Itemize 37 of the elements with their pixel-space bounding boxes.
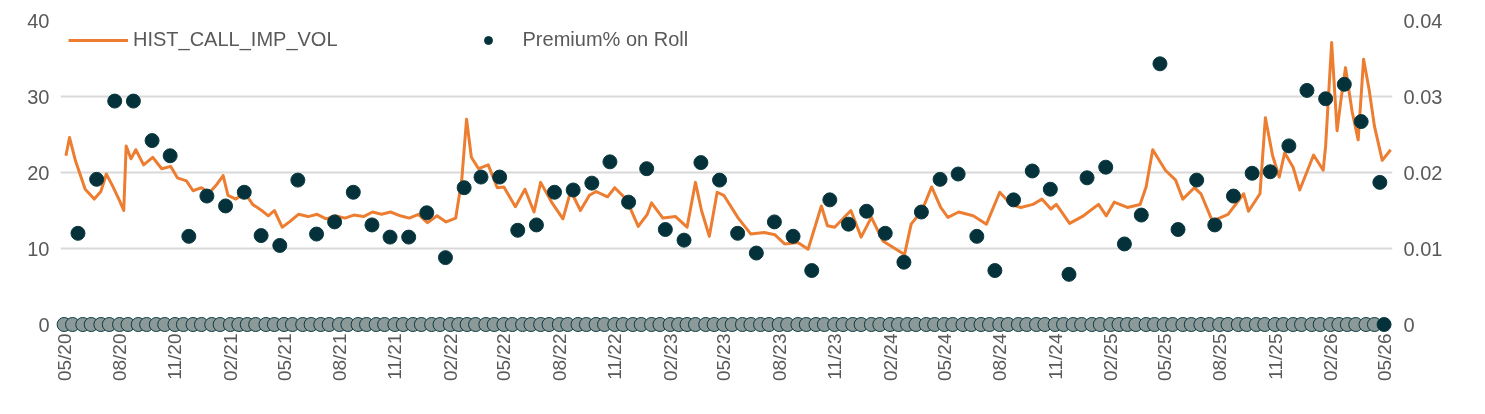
x-tick-label: 02/23 <box>659 333 681 382</box>
y2-tick-label: 0 <box>1403 313 1415 336</box>
y-tick-label: 30 <box>27 85 50 108</box>
y-tick-label: 10 <box>27 237 50 260</box>
x-tick-label: 11/22 <box>604 333 626 380</box>
y2-tick-label: 0.03 <box>1403 85 1443 108</box>
x-tick-label: 05/24 <box>933 333 955 382</box>
x-tick-label: 02/25 <box>1100 333 1122 382</box>
y2-tick-label: 0.01 <box>1403 237 1443 260</box>
x-tick-label: 02/24 <box>879 333 901 382</box>
x-tick-label: 08/22 <box>548 333 570 382</box>
y-tick-label: 20 <box>27 161 50 184</box>
x-tick-label: 08/20 <box>109 333 131 382</box>
y-tick-label: 0 <box>38 313 50 336</box>
x-tick-label: 05/26 <box>1373 333 1395 382</box>
y2-tick-label: 0.04 <box>1403 9 1443 32</box>
x-tick-label: 02/22 <box>439 333 461 382</box>
x-tick-label: 11/23 <box>824 333 846 380</box>
legend-label: Premium% on Roll <box>522 28 689 51</box>
x-tick-label: 05/23 <box>713 333 735 382</box>
x-tick-label: 02/26 <box>1319 333 1341 382</box>
x-tick-label: 05/20 <box>53 333 75 382</box>
x-tick-label: 11/24 <box>1044 333 1066 380</box>
x-tick-label: 02/21 <box>219 333 241 382</box>
x-tick-label: 11/20 <box>164 333 186 380</box>
legend-label: HIST_CALL_IMP_VOL <box>133 28 338 51</box>
x-tick-label: 08/25 <box>1209 333 1231 382</box>
x-tick-label: 08/24 <box>989 333 1011 382</box>
y2-tick-label: 0.02 <box>1403 161 1443 184</box>
x-tick-label: 11/25 <box>1264 333 1286 380</box>
x-tick-label: 05/25 <box>1153 333 1175 382</box>
x-tick-label: 05/22 <box>493 333 515 382</box>
y-tick-label: 40 <box>27 9 50 32</box>
x-tick-label: 05/21 <box>273 333 295 382</box>
x-tick-label: 08/23 <box>768 333 790 382</box>
x-tick-label: 08/21 <box>328 333 350 382</box>
x-tick-label: 11/21 <box>384 333 406 380</box>
